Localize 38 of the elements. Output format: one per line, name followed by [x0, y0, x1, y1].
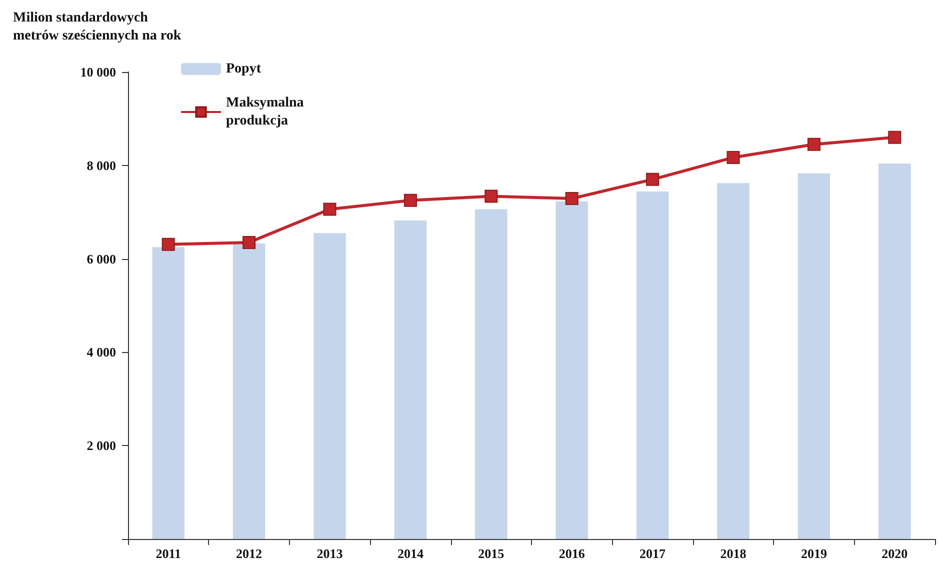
y-tick-label: 2 000: [86, 438, 116, 454]
x-tick-label: 2018: [720, 546, 747, 561]
x-tick-label: 2015: [478, 546, 505, 561]
point: [888, 130, 902, 144]
point: [242, 236, 256, 249]
x-tick-label: 2011: [156, 546, 181, 561]
bar: [152, 247, 184, 539]
point: [565, 192, 578, 206]
point: [404, 194, 417, 207]
point: [162, 238, 175, 251]
point: [807, 138, 820, 151]
point: [323, 202, 336, 216]
legend-label: Popyt: [226, 62, 262, 76]
x-tick-label: 2020: [882, 546, 908, 561]
x-tick-label: 2014: [397, 546, 424, 561]
legend-label: Maksymalna produkcja: [226, 96, 304, 128]
x-tick-label: 2019: [800, 546, 828, 561]
bar: [232, 243, 266, 539]
bar: [556, 201, 588, 539]
x-tick-label: 2016: [558, 546, 586, 561]
y-tick-label: 4 000: [86, 344, 116, 360]
bar: [798, 173, 830, 539]
bar: [394, 220, 427, 539]
bar: [717, 183, 750, 539]
point: [646, 172, 660, 186]
y-tick-label: 10 000: [80, 64, 116, 80]
y-tick-label: 8 000: [86, 158, 116, 173]
x-tick-label: 2017: [640, 546, 666, 561]
point: [484, 190, 498, 203]
point: [726, 150, 740, 164]
y-axis-title: Milion standardowych metrów sześciennych na rok: [13, 10, 182, 44]
bar: [314, 233, 346, 539]
bar: [636, 192, 669, 539]
x-tick-label: 2013: [316, 546, 344, 561]
bar: [475, 209, 508, 539]
y-tick-label: 6 000: [86, 251, 116, 266]
x-tick-label: 2012: [236, 546, 262, 561]
bar: [878, 164, 911, 539]
